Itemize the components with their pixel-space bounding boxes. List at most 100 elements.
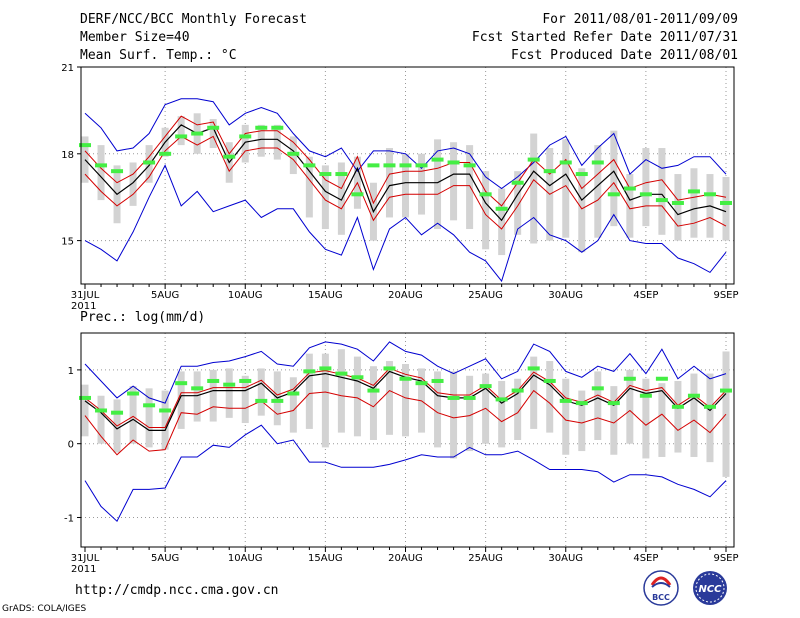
prec-clim-mark: [655, 376, 668, 381]
website-link[interactable]: http://cmdp.ncc.cma.gov.cn: [75, 583, 279, 598]
temp-range-bar: [305, 156, 313, 218]
temp-xtick-label: 5AUG: [151, 290, 179, 301]
prec-range-bar: [225, 368, 233, 418]
temp-ytick-label: 21: [61, 63, 74, 74]
prec-clim-mark: [367, 388, 380, 393]
prec-range-bar: [321, 353, 329, 448]
prec-clim-mark: [319, 366, 332, 371]
prec-clim-mark: [671, 404, 684, 409]
temp-clim-mark: [703, 192, 716, 197]
prec-range-bar: [546, 361, 554, 433]
prec-range-bar: [530, 356, 538, 429]
temp-range-bar: [594, 145, 602, 238]
temp-range-bar: [81, 136, 89, 183]
prec-range-bar: [466, 375, 474, 452]
prec-range-bar: [402, 363, 409, 437]
temp-clim-mark: [720, 200, 732, 205]
prec-upper-line: [84, 367, 727, 428]
prec-clim-mark: [591, 386, 604, 391]
temp-range-bar: [626, 174, 634, 238]
prec-clim-mark: [175, 381, 188, 386]
prec-clim-mark: [399, 376, 412, 381]
temp-clim-mark: [479, 192, 492, 197]
prec-clim-mark: [495, 397, 508, 402]
prec-clim-mark: [207, 378, 220, 383]
prec-ytick-label: -1: [64, 513, 74, 524]
prec-xtick-year: 2011: [71, 564, 96, 575]
temp-clim-mark: [79, 143, 91, 148]
prec-clim-mark: [95, 408, 108, 413]
prec-ytick-label: 1: [68, 366, 74, 377]
temp-range-bar: [658, 148, 666, 235]
temp-clim-mark: [623, 186, 636, 191]
temp-clim-mark: [287, 151, 300, 156]
temp-range-bar: [562, 139, 570, 238]
prec-range-bar: [385, 361, 393, 435]
temp-clim-mark: [191, 131, 204, 136]
prec-range-bar: [97, 395, 105, 444]
prec-range-bar: [353, 356, 361, 437]
temp-clim-mark: [495, 206, 508, 211]
temp-min-line: [84, 164, 727, 283]
temp-range-bar: [385, 148, 393, 218]
temp-max-line: [84, 98, 727, 190]
temp-ytick-label: 18: [61, 150, 74, 161]
temp-clim-mark: [575, 172, 588, 177]
temp-clim-mark: [319, 172, 332, 177]
prec-range-bar: [289, 377, 297, 433]
temp-xtick-label: 15AUG: [308, 290, 343, 301]
prec-xtick-label: 20AUG: [388, 553, 423, 564]
temp-clim-mark: [207, 125, 220, 130]
prec-clim-mark: [639, 393, 652, 398]
prec-clim-mark: [447, 395, 460, 400]
temp-xtick-label: 4SEP: [633, 290, 658, 301]
temp-range-bar: [498, 188, 506, 256]
prec-clim-mark: [79, 395, 91, 400]
temp-clim-mark: [351, 192, 364, 197]
prec-clim-mark: [239, 378, 252, 383]
prec-clim-mark: [543, 378, 556, 383]
prec-range-bar: [305, 353, 313, 429]
temp-lower-line: [84, 135, 727, 230]
temp-clim-mark: [447, 160, 460, 165]
prec-range-bar: [434, 371, 442, 448]
temp-range-bar: [97, 145, 105, 201]
temp-xtick-label: 20AUG: [388, 290, 423, 301]
prec-clim-mark: [720, 388, 732, 393]
temp-clim-mark: [415, 163, 428, 168]
temp-frame: [80, 66, 735, 285]
variable-label: Mean Surf. Temp.: °C: [80, 48, 237, 63]
temp-clim-mark: [463, 163, 476, 168]
temp-clim-mark: [607, 192, 620, 197]
prec-clim-mark: [223, 382, 236, 387]
prec-range-bar: [161, 390, 169, 450]
temp-clim-mark: [335, 172, 348, 177]
prec-range-bar: [193, 371, 201, 422]
temp-range-bar: [321, 165, 329, 230]
prec-range-bar: [145, 388, 153, 448]
prec-clim-mark: [415, 381, 428, 386]
prec-clim-mark: [431, 378, 444, 383]
temp-clim-mark: [399, 163, 412, 168]
prec-clim-mark: [607, 401, 620, 406]
temp-xtick-year: 2011: [71, 301, 96, 312]
temp-ytick-label: 15: [61, 237, 74, 248]
prec-clim-mark: [127, 391, 140, 396]
prec-clim-mark: [351, 375, 364, 380]
temp-xtick-label: 31JUL: [71, 290, 100, 301]
prec-clim-mark: [559, 398, 572, 403]
temp-clim-mark: [543, 169, 556, 174]
prec-xtick-label: 30AUG: [548, 553, 583, 564]
temp-range-bar: [674, 174, 682, 241]
temp-clim-mark: [511, 180, 524, 185]
temp-range-bar: [466, 145, 474, 230]
prec-range-bar: [690, 373, 698, 457]
prec-range-bar: [337, 349, 345, 433]
prec-clim-mark: [687, 393, 700, 398]
prec-range-bar: [562, 378, 570, 455]
temp-clim-mark: [159, 151, 172, 156]
prec-ytick-label: 0: [68, 440, 74, 451]
temp-range-bar: [273, 124, 281, 160]
produced-date: Fcst Produced Date 2011/08/01: [511, 48, 738, 63]
prec-range-bar: [257, 368, 265, 416]
